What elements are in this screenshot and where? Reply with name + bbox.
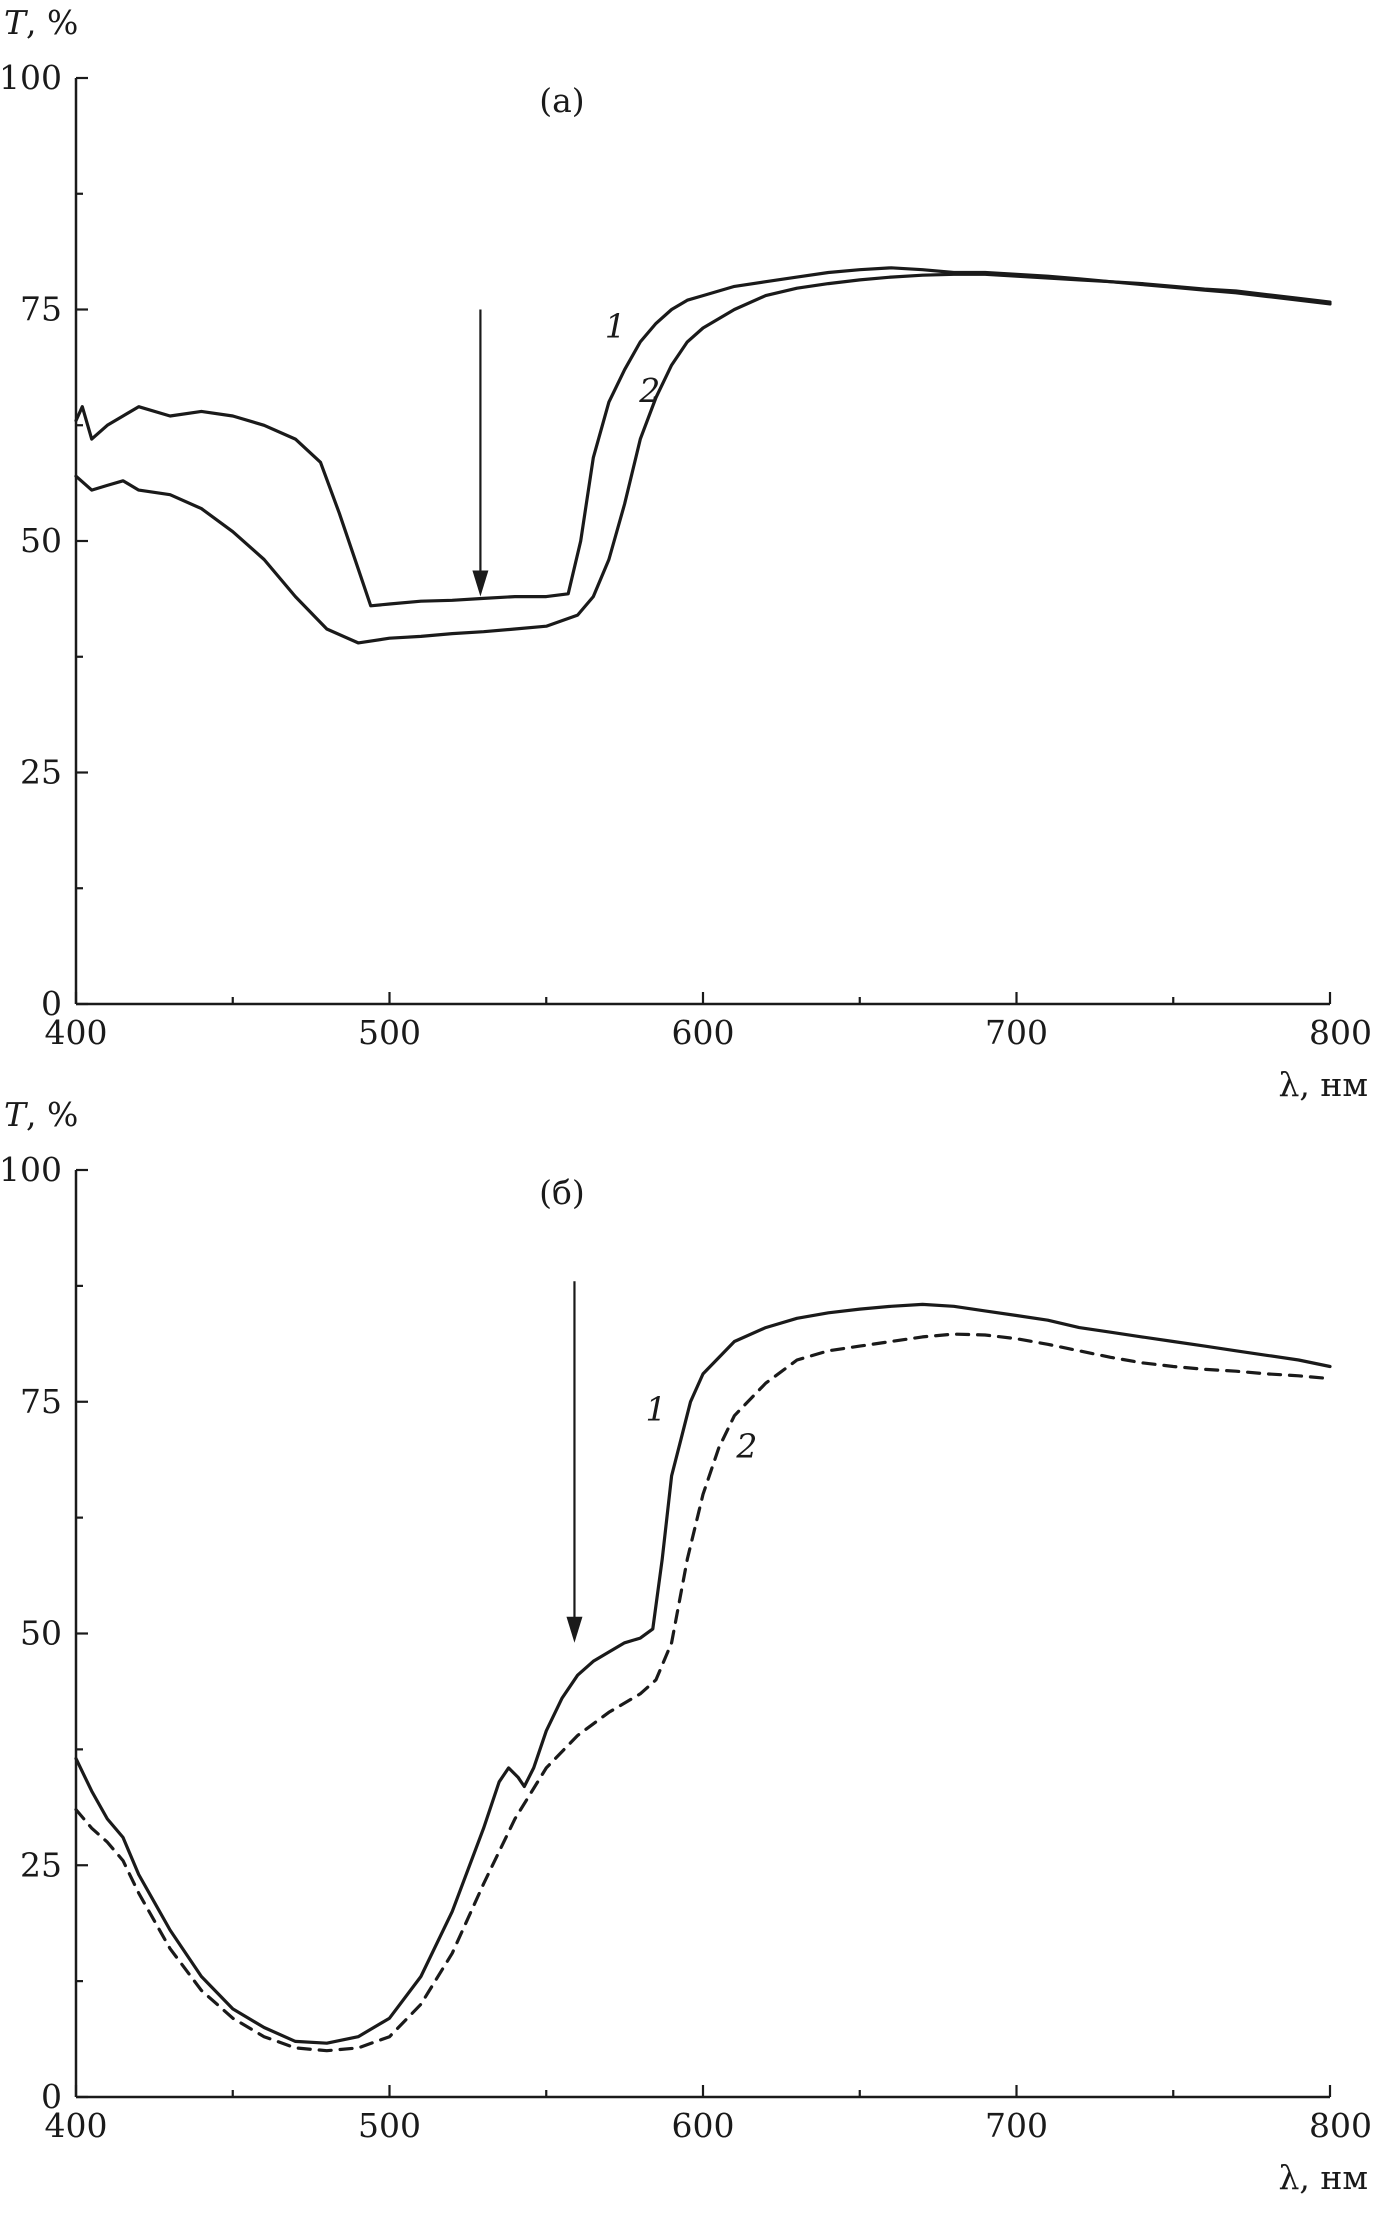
panel-b-y-tick-label: 100: [0, 1150, 62, 1189]
panel-b-y-tick-label: 25: [20, 1845, 62, 1884]
panel-b-y-axis-title: T, %: [4, 1095, 78, 1134]
panel-a: 0 25 50 75 100 400 500 600 700 800 12 (а) T, % λ,…: [0, 3, 1372, 1104]
panel-a-x-tick-label: 700: [985, 1013, 1048, 1052]
panel-a-x-tick-label: 600: [672, 1013, 735, 1052]
panel-b-x-tick-label: 800: [1309, 2106, 1372, 2145]
panel-a-y-title-symbol: T: [4, 3, 29, 42]
panel-a-series: 12: [74, 266, 1332, 645]
panel-a-label: (а): [539, 81, 584, 120]
panel-a-y-tick-label: 25: [20, 753, 62, 792]
panel-a-y-axis-title: T, %: [4, 3, 78, 42]
panel-b-series-1-line: [74, 1302, 1332, 2045]
panel-a-y-tick-label: 100: [0, 58, 62, 97]
panel-a-y-title-unit: , %: [26, 3, 78, 42]
panel-a-x-tick-label: 800: [1309, 1013, 1372, 1052]
panel-a-series-1-line: [74, 266, 1332, 608]
panel-a-series-1-label: 1: [605, 306, 626, 345]
panel-b-x-tick-label: 700: [985, 2106, 1048, 2145]
panel-a-series-2-line: [74, 272, 1332, 645]
panel-a-y-tick-label: 50: [20, 521, 62, 560]
panel-b-x-tick-label: 400: [45, 2106, 108, 2145]
panel-b-arrow-head: [566, 1616, 583, 1643]
panel-b-x-tick-label: 500: [358, 2106, 421, 2145]
panel-b-series-1-label: 1: [645, 1389, 666, 1428]
panel-b-y-tick-label: 0: [41, 2077, 62, 2116]
panel-b-y-tick-label: 75: [20, 1382, 62, 1421]
panel-a-y-tick-label: 75: [20, 290, 62, 329]
panel-b-y-title-unit: , %: [26, 1095, 78, 1134]
panel-a-y-tick-label: 0: [41, 984, 62, 1023]
panel-a-arrow-head: [472, 570, 489, 597]
panel-b-series-2-line: [74, 1332, 1332, 2053]
panel-b-x-tick-label: 600: [672, 2106, 735, 2145]
panel-a-x-tick-label: 400: [45, 1013, 108, 1052]
panel-b-series: 12: [74, 1302, 1332, 2053]
panel-b-series-2-label: 2: [735, 1426, 757, 1465]
panel-b-label: (б): [539, 1173, 585, 1212]
panel-a-ticks: 0 25 50 75 100 400 500 600 700 800: [0, 58, 1372, 1052]
panel-b-y-title-symbol: T: [4, 1095, 29, 1134]
panel-a-x-axis-title: λ, нм: [1278, 1065, 1368, 1104]
panel-a-series-2-label: 2: [638, 371, 660, 410]
panel-b-y-tick-label: 50: [20, 1614, 62, 1653]
panel-a-x-tick-label: 500: [358, 1013, 421, 1052]
panel-b-x-axis-title: λ, нм: [1278, 2158, 1368, 2197]
panel-b-ticks: 0 25 50 75 100 400 500 600 700 800: [0, 1150, 1372, 2145]
